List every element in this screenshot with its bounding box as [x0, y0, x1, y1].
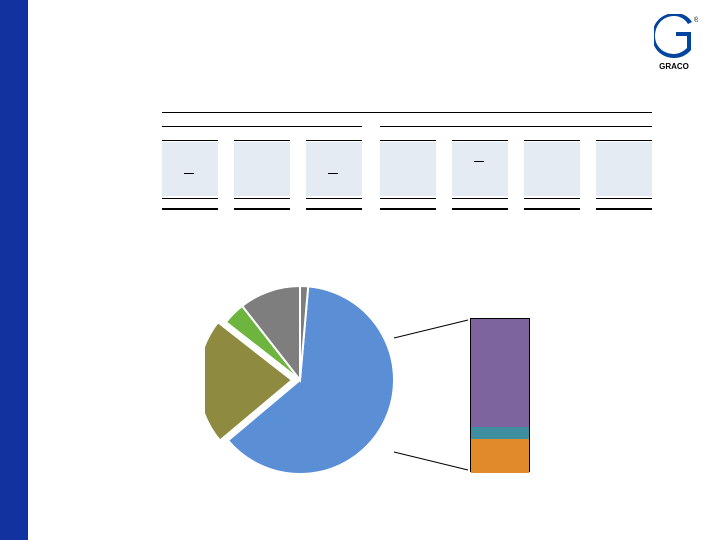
table-cell	[380, 142, 436, 196]
table-rule	[524, 208, 580, 210]
table-dash: —	[184, 168, 194, 179]
table-rule	[524, 198, 580, 199]
table-cell	[452, 142, 508, 196]
callout-line	[394, 452, 468, 470]
table-dash: —	[474, 156, 484, 167]
table-rule	[452, 140, 508, 141]
table-rule	[234, 198, 290, 199]
table-cell	[524, 142, 580, 196]
table-rule	[162, 198, 218, 199]
table-rule	[596, 208, 652, 210]
logo-swoosh-icon	[654, 14, 692, 58]
table-rule	[306, 198, 362, 199]
table-rule	[162, 126, 362, 127]
table-rule	[306, 140, 362, 141]
stack-segment	[471, 427, 529, 439]
left-brand-bar	[0, 0, 28, 540]
table-rule	[380, 126, 652, 127]
table-rule	[452, 198, 508, 199]
table-rule	[524, 140, 580, 141]
table-rule	[162, 140, 218, 141]
table-cell	[234, 142, 290, 196]
table-rule	[234, 208, 290, 210]
stack-segment	[471, 439, 529, 473]
table-cell	[596, 142, 652, 196]
table-rule	[234, 140, 290, 141]
table-rule	[380, 208, 436, 210]
table-rule	[162, 112, 652, 113]
table-dash: —	[328, 168, 338, 179]
table-rule	[380, 198, 436, 199]
stack-segment	[471, 319, 529, 427]
trademark-icon: ®	[694, 16, 698, 24]
stacked-bar	[470, 318, 530, 472]
table-rule	[452, 208, 508, 210]
table-rule	[596, 198, 652, 199]
logo-wordmark: GRACO	[659, 62, 689, 71]
data-table: — — —	[150, 112, 660, 220]
callout-line	[394, 320, 468, 338]
brand-logo: ® GRACO	[654, 14, 698, 77]
pie-chart	[205, 285, 405, 485]
table-rule	[380, 140, 436, 141]
table-rule	[306, 208, 362, 210]
table-rule	[162, 208, 218, 210]
table-rule	[596, 140, 652, 141]
